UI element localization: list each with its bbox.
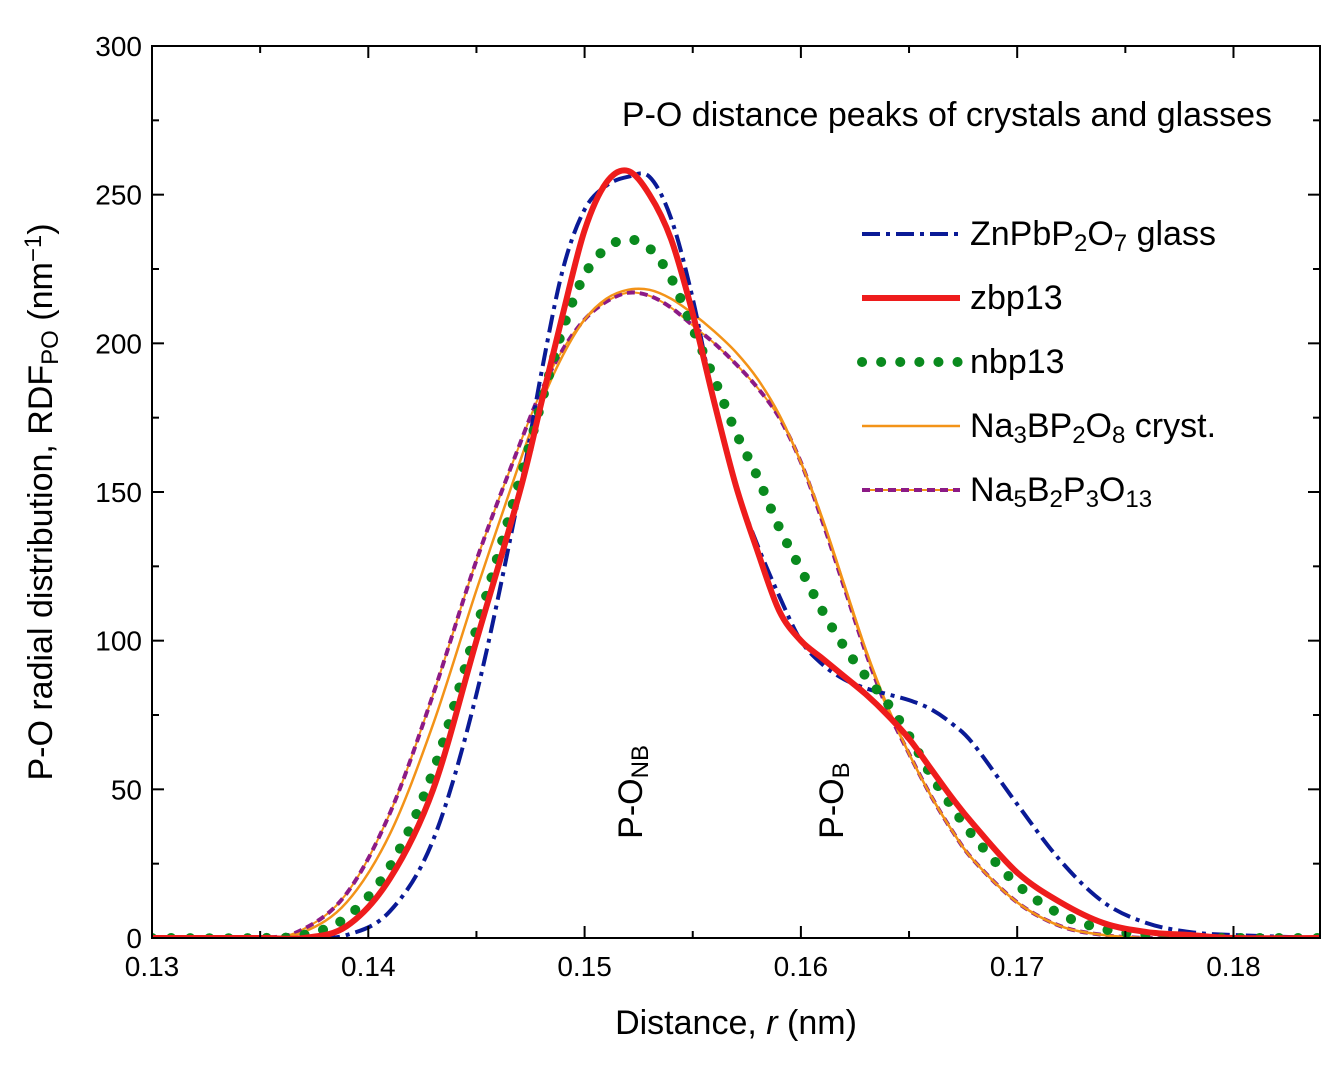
series-line-na5b2p3o13 xyxy=(152,290,1320,938)
x-tick-label: 0.13 xyxy=(125,951,180,982)
series-line-zbp13 xyxy=(152,167,1320,938)
x-tick-label: 0.16 xyxy=(774,951,829,982)
label-part: O xyxy=(1099,471,1125,509)
label-part: cryst. xyxy=(1125,407,1216,445)
label-part: 5 xyxy=(1013,486,1026,513)
label-part: 8 xyxy=(1112,422,1125,449)
legend-label: ZnPbP2O7 glass xyxy=(970,215,1216,257)
peak-annotation-sub: B xyxy=(828,762,855,778)
chart-title: P-O distance peaks of crystals and glass… xyxy=(622,96,1272,134)
legend-label: Na3BP2O8 cryst. xyxy=(970,407,1216,449)
x-tick-label: 0.18 xyxy=(1206,951,1261,982)
label-part: Na xyxy=(970,407,1014,445)
peak-annotation-main: P-O xyxy=(813,778,851,838)
legend-label: Na5B2P3O13 xyxy=(970,471,1152,513)
label-part: 2 xyxy=(1050,486,1063,513)
x-tick-label: 0.17 xyxy=(990,951,1045,982)
y-axis-title-unit-open: (nm xyxy=(22,262,60,330)
x-axis-title: Distance, r (nm) xyxy=(615,1004,857,1042)
series-line-na3bp2o8-cryst- xyxy=(152,287,1320,938)
peak-annotation: P-ONB xyxy=(612,745,654,839)
label-part: O xyxy=(1087,215,1113,253)
series-line-nbp13 xyxy=(152,234,1320,938)
label-part: nbp13 xyxy=(970,343,1065,381)
label-part: 13 xyxy=(1125,486,1152,513)
y-axis-title-prefix: P-O radial distribution, RDF xyxy=(22,365,60,781)
label-part: 7 xyxy=(1114,230,1127,257)
y-axis-title-sub: PO xyxy=(37,330,64,365)
label-part: glass xyxy=(1127,215,1216,253)
y-tick-label: 50 xyxy=(111,774,142,805)
legend-label: zbp13 xyxy=(970,279,1063,317)
label-part: P xyxy=(1063,471,1086,509)
label-part: zbp13 xyxy=(970,279,1063,317)
y-axis-title: P-O radial distribution, RDFPO (nm−1) xyxy=(20,223,64,780)
peak-annotation-sub: NB xyxy=(627,745,654,778)
label-part: ZnPbP xyxy=(970,215,1074,253)
y-tick-label: 150 xyxy=(95,477,142,508)
x-tick-label: 0.14 xyxy=(341,951,396,982)
series-line-znpbp2o7-glass xyxy=(152,171,1320,938)
x-axis-title-prefix: Distance, xyxy=(615,1004,766,1042)
label-part: 3 xyxy=(1086,486,1099,513)
label-part: O xyxy=(1086,407,1112,445)
label-part: 2 xyxy=(1074,230,1087,257)
peak-annotation: P-OB xyxy=(813,762,855,838)
label-part: 2 xyxy=(1072,422,1085,449)
label-part: BP xyxy=(1027,407,1072,445)
y-tick-label: 100 xyxy=(95,626,142,657)
label-part: B xyxy=(1027,471,1050,509)
series-underlay-na5b2p3o13 xyxy=(152,291,1320,938)
x-axis-title-var: r xyxy=(766,1004,779,1042)
label-part: Na xyxy=(970,471,1014,509)
y-tick-label: 200 xyxy=(95,328,142,359)
y-tick-label: 300 xyxy=(95,31,142,62)
ticks-layer: 0.13 0.14 0.15 0.16 0.17 0.18 0 50 100 150 200 250 3… xyxy=(95,31,1320,982)
x-axis-title-suffix: (nm) xyxy=(778,1004,857,1042)
label-part: 3 xyxy=(1013,422,1026,449)
y-axis-title-unit-close: ) xyxy=(22,223,60,234)
y-tick-label: 250 xyxy=(95,180,142,211)
peak-annotation-main: P-O xyxy=(612,778,650,838)
legend-label: nbp13 xyxy=(970,343,1065,381)
y-tick-label: 0 xyxy=(126,923,142,954)
y-axis-title-sup: −1 xyxy=(20,235,47,262)
x-tick-label: 0.15 xyxy=(557,951,612,982)
series-layer xyxy=(152,167,1320,938)
